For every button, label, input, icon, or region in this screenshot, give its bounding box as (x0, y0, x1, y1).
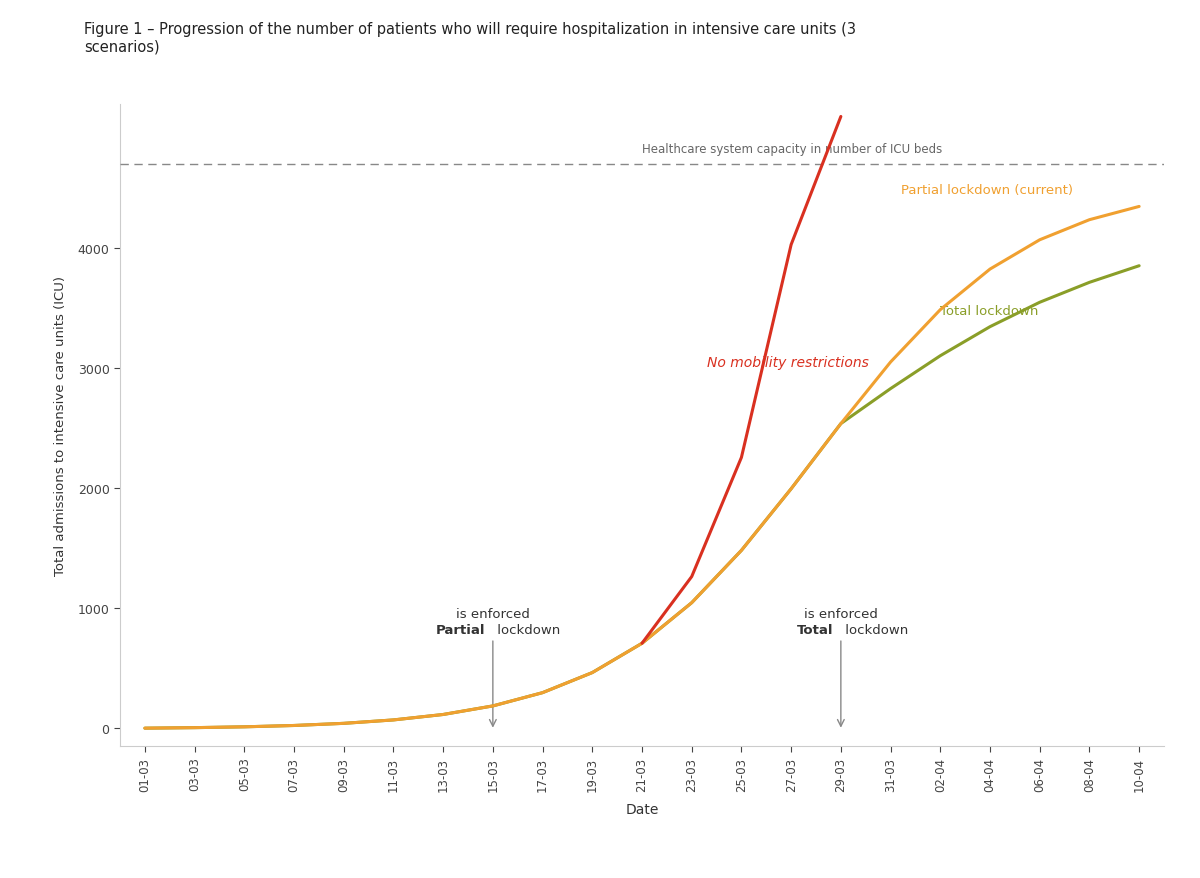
Text: lockdown: lockdown (841, 623, 908, 636)
Text: is enforced: is enforced (456, 607, 529, 620)
Text: Total lockdown: Total lockdown (941, 305, 1039, 318)
X-axis label: Date: Date (625, 802, 659, 816)
Text: No mobility restrictions: No mobility restrictions (707, 356, 869, 370)
Text: Partial lockdown (current): Partial lockdown (current) (900, 184, 1073, 197)
Text: Healthcare system capacity in number of ICU beds: Healthcare system capacity in number of … (642, 143, 942, 155)
Y-axis label: Total admissions to intensive care units (ICU): Total admissions to intensive care units… (54, 276, 66, 576)
Text: Total: Total (797, 623, 833, 636)
Text: Partial: Partial (436, 623, 485, 636)
Text: Figure 1 – Progression of the number of patients who will require hospitalizatio: Figure 1 – Progression of the number of … (84, 22, 856, 37)
Text: is enforced: is enforced (804, 607, 877, 620)
Text: scenarios): scenarios) (84, 40, 160, 54)
Text: lockdown: lockdown (493, 623, 560, 636)
